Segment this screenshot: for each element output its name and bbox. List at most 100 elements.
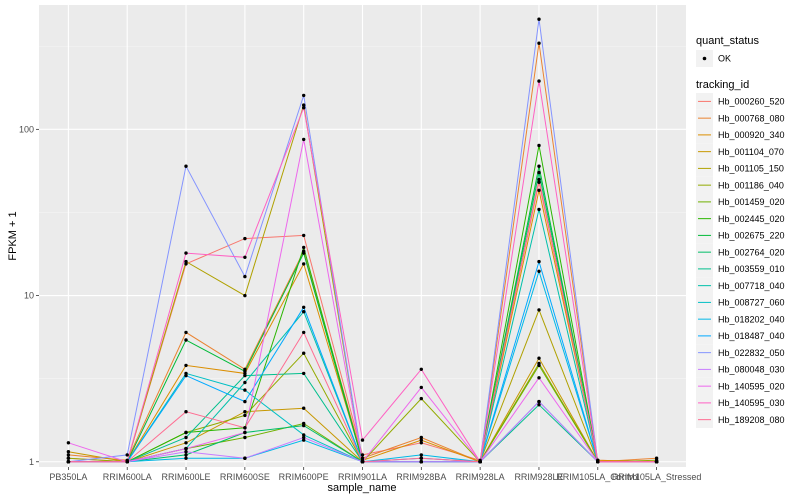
data-point-Hb_189208_080-RRIM928BA bbox=[419, 456, 423, 460]
data-point-Hb_001186_040-PB350LA bbox=[66, 456, 71, 460]
legend-label-Hb_001186_040: Hb_001186_040 bbox=[718, 180, 784, 190]
data-point-Hb_002445_020-RRIM928LE bbox=[537, 143, 541, 148]
data-point-Hb_189208_080-RRIM600LE bbox=[184, 410, 188, 414]
data-point-Hb_001104_070-RRIM928LE bbox=[537, 356, 541, 360]
data-point-Hb_002764_020-RRIM928LE bbox=[537, 170, 541, 175]
data-point-Hb_000768_080-RRIM928LE bbox=[537, 41, 541, 45]
data-point-Hb_002675_220-RRIM600SE bbox=[243, 369, 247, 373]
legend-label-Hb_140595_020: Hb_140595_020 bbox=[718, 381, 785, 391]
data-point-Hb_189208_080-RRIM928LA bbox=[478, 460, 482, 464]
data-point-Hb_022832_050-RRIM600LE bbox=[184, 164, 188, 168]
data-point-Hb_000768_080-PB350LA bbox=[66, 453, 71, 457]
y-tick-label: 100 bbox=[19, 124, 34, 134]
legend-title-quant-status: quant_status bbox=[696, 35, 759, 47]
data-points bbox=[66, 17, 659, 464]
data-point-Hb_001104_070-RRIM600PE bbox=[302, 406, 306, 410]
data-point-Hb_140595_020-PB350LA bbox=[66, 441, 71, 445]
data-point-Hb_018487_040-RRIM600LE bbox=[184, 373, 188, 378]
data-point-Hb_001186_040-RRIM600PE bbox=[302, 351, 306, 355]
data-point-Hb_140595_020-RRIM928BA bbox=[419, 385, 423, 390]
data-point-Hb_140595_020-RRIM600PE bbox=[302, 137, 306, 142]
legend-label-Hb_018202_040: Hb_018202_040 bbox=[718, 314, 785, 324]
data-point-Hb_018487_040-RRIM600PE bbox=[302, 305, 306, 309]
data-point-Hb_140595_020-RRIM928LE bbox=[537, 376, 541, 380]
x-tick-label: RRIM600LE bbox=[162, 472, 211, 482]
x-tick-label: RRIM600SE bbox=[220, 472, 270, 482]
x-tick-label: RRIM901LA bbox=[338, 472, 387, 482]
legend-label-Hb_002764_020: Hb_002764_020 bbox=[718, 247, 785, 257]
y-tick-label: 1 bbox=[29, 457, 34, 467]
data-point-Hb_000260_520-RRIM600PE bbox=[302, 233, 306, 238]
data-point-Hb_000920_340-RRIM600LE bbox=[184, 363, 188, 368]
legend-label-Hb_001105_150: Hb_001105_150 bbox=[718, 164, 784, 174]
legend-label-Hb_002445_020: Hb_002445_020 bbox=[718, 214, 785, 224]
data-point-Hb_000920_340-RRIM928LE bbox=[537, 188, 541, 192]
data-point-Hb_140595_030-RRIM901LA bbox=[360, 438, 365, 442]
data-point-Hb_007718_040-RRIM600SE bbox=[243, 380, 247, 385]
y-tick-label: 10 bbox=[24, 291, 34, 301]
legend-label-Hb_018487_040: Hb_018487_040 bbox=[718, 331, 785, 341]
data-point-Hb_002675_220-RRIM600PE bbox=[302, 251, 306, 255]
data-point-Hb_080048_030-RRIM928BA bbox=[419, 460, 423, 464]
legend-label-Hb_002675_220: Hb_002675_220 bbox=[718, 231, 785, 241]
data-point-Hb_000260_520-RRIM928BA bbox=[419, 441, 423, 445]
data-point-Hb_007718_040-RRIM928LE bbox=[537, 207, 541, 212]
data-point-Hb_140595_020-RRIM600LE bbox=[184, 446, 188, 451]
data-point-Hb_001105_150-RRIM928LE bbox=[537, 308, 541, 312]
data-point-Hb_002675_220-RRIM600LE bbox=[184, 338, 188, 342]
legend-label-Hb_007718_040: Hb_007718_040 bbox=[718, 281, 785, 291]
legend-label-Hb_000768_080: Hb_000768_080 bbox=[718, 113, 785, 123]
data-point-Hb_001105_150-RRIM600PE bbox=[302, 103, 306, 107]
data-point-Hb_000920_340-RRIM600PE bbox=[302, 262, 306, 266]
data-point-Hb_001105_150-RRIM600LE bbox=[184, 259, 188, 264]
data-point-Hb_189208_080-PB350LA bbox=[66, 460, 71, 464]
data-point-Hb_022832_050-RRIM928LE bbox=[537, 17, 541, 21]
data-point-Hb_018487_040-RRIM600SE bbox=[243, 399, 247, 404]
data-point-Hb_189208_080-RRIM105LA_Control bbox=[596, 460, 600, 464]
x-tick-label: RRIM928LA bbox=[456, 472, 505, 482]
data-point-Hb_018202_040-RRIM600PE bbox=[302, 438, 306, 442]
data-point-Hb_001459_020-RRIM928LE bbox=[537, 363, 541, 368]
x-tick-label: RRIM105LA_Control bbox=[556, 472, 639, 482]
data-point-Hb_022832_050-RRIM600PE bbox=[302, 93, 306, 98]
data-point-Hb_001104_070-PB350LA bbox=[66, 450, 71, 454]
legend-label-Hb_003559_010: Hb_003559_010 bbox=[718, 264, 785, 274]
data-point-Hb_140595_020-RRIM600SE bbox=[243, 430, 247, 435]
data-point-Hb_003559_010-RRIM928LE bbox=[537, 403, 541, 407]
data-point-Hb_140595_030-RRIM600LE bbox=[184, 251, 188, 255]
data-point-Hb_080048_030-RRIM600LE bbox=[184, 450, 188, 454]
x-tick-label: RRIM928LE bbox=[514, 472, 563, 482]
data-point-Hb_000260_520-RRIM600SE bbox=[243, 236, 247, 241]
legend-label-Hb_001459_020: Hb_001459_020 bbox=[718, 197, 785, 207]
legend-label-Hb_008727_060: Hb_008727_060 bbox=[718, 298, 785, 308]
data-point-Hb_008727_060-RRIM600PE bbox=[302, 433, 306, 437]
data-point-Hb_003559_010-RRIM600PE bbox=[302, 371, 306, 376]
data-point-Hb_000768_080-RRIM600LE bbox=[184, 330, 188, 335]
data-point-Hb_018202_040-RRIM928BA bbox=[419, 453, 423, 457]
data-point-Hb_140595_030-RRIM600SE bbox=[243, 255, 247, 259]
data-point-Hb_022832_050-RRIM600LA bbox=[125, 453, 129, 457]
data-point-Hb_000920_340-RRIM928BA bbox=[419, 438, 423, 442]
legend-point-symbol bbox=[702, 56, 707, 61]
data-point-Hb_022832_050-RRIM600SE bbox=[243, 274, 247, 279]
legend-label-Hb_189208_080: Hb_189208_080 bbox=[718, 415, 785, 425]
data-point-Hb_080048_030-RRIM600PE bbox=[302, 435, 306, 440]
x-tick-label: RRIM600LA bbox=[103, 472, 152, 482]
data-point-Hb_002764_020-RRIM600PE bbox=[302, 423, 306, 428]
data-point-Hb_000260_520-RRIM901LA bbox=[360, 453, 365, 457]
legend-label-Hb_000260_520: Hb_000260_520 bbox=[718, 97, 785, 107]
x-tick-label: RRIM928BA bbox=[396, 472, 446, 482]
data-point-Hb_080048_030-RRIM600SE bbox=[243, 456, 247, 460]
legend-label-quant-status: OK bbox=[718, 54, 731, 64]
data-point-Hb_001104_070-RRIM600LE bbox=[184, 441, 188, 445]
data-point-Hb_018487_040-RRIM928LE bbox=[537, 259, 541, 264]
data-point-Hb_001105_150-RRIM600SE bbox=[243, 293, 247, 298]
data-point-Hb_001104_070-RRIM600SE bbox=[243, 410, 247, 414]
legend-label-Hb_001104_070: Hb_001104_070 bbox=[718, 147, 784, 157]
data-point-Hb_189208_080-RRIM901LA bbox=[360, 460, 365, 464]
data-point-Hb_002764_020-RRIM600LE bbox=[184, 453, 188, 457]
data-point-Hb_001459_020-RRIM600SE bbox=[243, 435, 247, 440]
legend: quant_status OK tracking_id Hb_000260_520 Hb… bbox=[696, 35, 785, 428]
data-point-Hb_003559_010-RRIM600LE bbox=[184, 435, 188, 440]
